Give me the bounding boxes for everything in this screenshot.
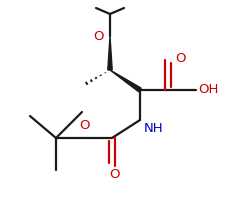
Text: O: O <box>109 168 119 181</box>
Polygon shape <box>110 70 141 92</box>
Text: O: O <box>79 119 89 132</box>
Text: OH: OH <box>198 83 218 96</box>
Polygon shape <box>108 36 112 70</box>
Text: NH: NH <box>144 122 164 135</box>
Text: O: O <box>175 51 186 64</box>
Text: O: O <box>94 29 104 43</box>
